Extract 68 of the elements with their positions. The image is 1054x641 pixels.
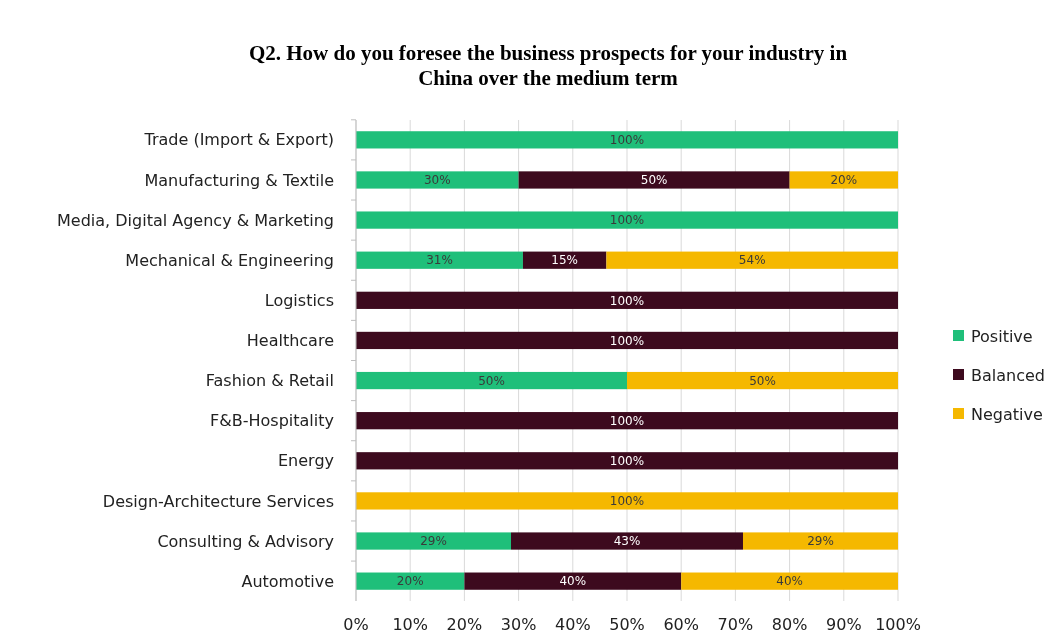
- x-tick-label: 40%: [555, 615, 591, 634]
- data-label: 40%: [776, 574, 803, 589]
- data-label: 31%: [426, 253, 453, 268]
- bar: [627, 371, 898, 390]
- x-tick-label: 80%: [771, 615, 808, 634]
- bar: [356, 371, 627, 390]
- bar: [356, 412, 898, 430]
- bar: [356, 572, 465, 590]
- x-tick-label: 20%: [446, 615, 483, 634]
- bar: [464, 572, 682, 590]
- data-label: 54%: [738, 253, 766, 268]
- bar: [511, 532, 743, 550]
- data-label: 100%: [609, 413, 645, 428]
- bar: [789, 171, 898, 189]
- y-tick-label: Consulting & Advisory: [157, 531, 334, 551]
- data-label: 100%: [609, 453, 645, 468]
- y-tick-label: Energy: [277, 451, 334, 471]
- data-label: 50%: [478, 373, 505, 388]
- data-label: 20%: [396, 574, 424, 589]
- x-tick-label: 30%: [500, 615, 537, 634]
- x-tick-label: 100%: [875, 615, 921, 634]
- y-tick-label: Mechanical & Engineering: [125, 250, 334, 270]
- data-label: 43%: [613, 534, 641, 549]
- x-tick-label: 0%: [343, 615, 369, 634]
- data-label: 100%: [609, 293, 645, 308]
- data-label: 100%: [609, 133, 645, 148]
- legend-label: Positive: [971, 326, 1033, 346]
- data-label: 29%: [807, 534, 834, 549]
- y-tick-label: Trade (Import & Export): [143, 130, 334, 150]
- y-tick-label: Automotive: [241, 571, 334, 591]
- bar: [606, 251, 898, 269]
- bar: [356, 291, 898, 309]
- y-tick-label: F&B-Hospitality: [210, 411, 334, 431]
- data-label: 29%: [420, 534, 447, 549]
- data-label: 100%: [609, 494, 645, 509]
- bar: [356, 251, 523, 269]
- bar: [356, 211, 898, 229]
- data-label: 15%: [551, 253, 579, 268]
- bar: [356, 492, 898, 510]
- bar: [356, 331, 898, 350]
- bar: [518, 171, 790, 189]
- bar: [356, 532, 512, 550]
- x-tick-label: 50%: [609, 615, 645, 634]
- data-label: 50%: [640, 173, 668, 188]
- y-tick-label: Manufacturing & Textile: [144, 170, 334, 190]
- legend-label: Negative: [971, 404, 1043, 424]
- legend-label: Balanced: [971, 365, 1045, 385]
- data-label: 30%: [423, 173, 451, 188]
- bar: [742, 532, 898, 550]
- y-tick-label: Fashion & Retail: [205, 371, 334, 391]
- data-label: 100%: [609, 213, 645, 228]
- bar: [356, 452, 898, 470]
- bar: [681, 572, 898, 590]
- data-label: 100%: [609, 333, 645, 348]
- bar: [356, 131, 898, 149]
- chart-title: Q2. How do you foresee the business prospects for your industry in China over the medium term: [248, 41, 848, 90]
- y-tick-label: Logistics: [264, 290, 334, 310]
- bar: [356, 171, 519, 189]
- x-tick-label: 10%: [392, 615, 428, 634]
- data-label: 50%: [749, 373, 776, 388]
- y-tick-label: Design-Architecture Services: [102, 491, 334, 511]
- x-tick-label: 90%: [826, 615, 862, 634]
- data-label: 40%: [559, 574, 587, 589]
- x-tick-label: 70%: [717, 615, 754, 634]
- y-tick-label: Media, Digital Agency & Marketing: [57, 210, 334, 230]
- x-tick-label: 60%: [663, 615, 699, 634]
- data-label: 20%: [830, 173, 858, 188]
- y-tick-label: Healthcare: [246, 331, 334, 351]
